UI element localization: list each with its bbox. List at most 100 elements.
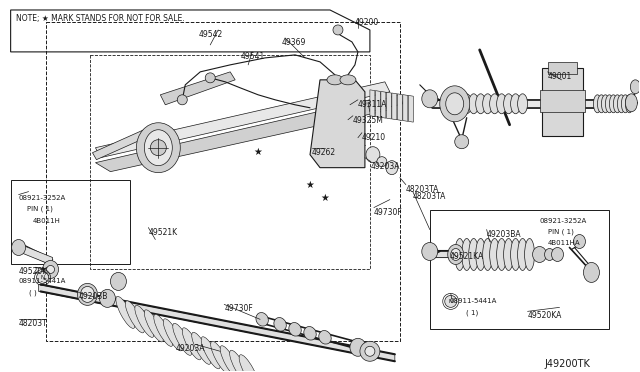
Bar [548, 62, 577, 74]
Ellipse shape [461, 238, 472, 270]
Polygon shape [161, 72, 235, 105]
Ellipse shape [145, 310, 163, 342]
Text: 49203A: 49203A [175, 344, 205, 353]
Ellipse shape [360, 341, 380, 361]
Polygon shape [392, 93, 397, 120]
Ellipse shape [154, 314, 173, 346]
Polygon shape [397, 94, 403, 121]
Ellipse shape [422, 90, 438, 108]
Ellipse shape [377, 157, 387, 167]
Ellipse shape [511, 94, 520, 114]
Ellipse shape [518, 94, 527, 114]
Text: 49325M: 49325M [353, 116, 384, 125]
Ellipse shape [483, 94, 493, 114]
Polygon shape [387, 92, 391, 119]
Ellipse shape [43, 260, 58, 278]
Ellipse shape [490, 238, 500, 270]
Ellipse shape [597, 95, 605, 113]
Text: 49262: 49262 [312, 148, 336, 157]
Ellipse shape [12, 240, 26, 256]
Ellipse shape [327, 75, 343, 85]
Text: 49200: 49200 [355, 18, 379, 27]
Ellipse shape [461, 94, 472, 114]
Bar [432, 251, 534, 257]
Text: 08911-5441A: 08911-5441A [450, 298, 497, 304]
Ellipse shape [504, 94, 514, 114]
Ellipse shape [504, 238, 514, 270]
Text: 49541: 49541 [240, 52, 264, 61]
Ellipse shape [605, 95, 613, 113]
Text: PIN ( 1): PIN ( 1) [548, 228, 573, 235]
Text: ★: ★ [321, 193, 330, 203]
Text: 48203TA: 48203TA [413, 192, 446, 201]
Text: 49311A: 49311A [358, 100, 387, 109]
Text: 4B011HA: 4B011HA [548, 240, 580, 246]
Ellipse shape [448, 244, 464, 264]
Ellipse shape [468, 94, 479, 114]
Ellipse shape [455, 94, 465, 114]
Text: 49369: 49369 [282, 38, 307, 47]
Ellipse shape [116, 296, 135, 328]
Polygon shape [381, 92, 386, 118]
Text: 49210: 49210 [362, 133, 386, 142]
Ellipse shape [125, 301, 145, 333]
Text: 49520K: 49520K [19, 267, 48, 276]
Circle shape [445, 295, 457, 307]
Ellipse shape [593, 95, 602, 113]
Text: 49001: 49001 [548, 72, 572, 81]
Ellipse shape [340, 75, 356, 85]
Ellipse shape [455, 135, 468, 149]
Ellipse shape [274, 318, 286, 331]
Ellipse shape [192, 332, 211, 364]
Ellipse shape [630, 80, 640, 94]
Ellipse shape [77, 283, 97, 305]
Ellipse shape [532, 247, 547, 263]
Ellipse shape [476, 238, 486, 270]
Ellipse shape [613, 95, 621, 113]
Ellipse shape [422, 243, 438, 260]
Polygon shape [95, 82, 390, 158]
Text: ★: ★ [306, 180, 314, 190]
Text: J49200TK: J49200TK [545, 359, 591, 369]
Ellipse shape [239, 355, 258, 372]
Ellipse shape [497, 94, 507, 114]
Ellipse shape [136, 123, 180, 173]
Text: 49521KA: 49521KA [450, 253, 484, 262]
Text: 49730F: 49730F [224, 304, 253, 313]
Ellipse shape [609, 95, 618, 113]
Ellipse shape [511, 238, 520, 270]
Circle shape [150, 140, 166, 155]
Ellipse shape [99, 289, 115, 307]
Polygon shape [310, 80, 365, 168]
Text: PIN ( 1): PIN ( 1) [27, 206, 52, 212]
Ellipse shape [476, 94, 486, 114]
Text: N: N [449, 299, 452, 304]
Polygon shape [403, 94, 408, 121]
Polygon shape [95, 100, 390, 171]
Text: ★: ★ [253, 147, 262, 157]
Ellipse shape [625, 95, 634, 113]
Text: 49203B: 49203B [79, 292, 108, 301]
Bar [430, 209, 609, 329]
Polygon shape [38, 285, 395, 361]
Circle shape [365, 346, 375, 356]
Ellipse shape [111, 272, 126, 291]
Ellipse shape [621, 95, 629, 113]
Ellipse shape [440, 86, 470, 122]
Text: 4B011H: 4B011H [33, 218, 60, 224]
Bar [540, 90, 586, 112]
Ellipse shape [333, 25, 343, 35]
Ellipse shape [625, 94, 637, 112]
Ellipse shape [525, 238, 534, 270]
Text: ( ): ( ) [29, 289, 36, 296]
Text: 08921-3252A: 08921-3252A [540, 218, 587, 224]
Ellipse shape [319, 331, 332, 344]
Bar [541, 68, 584, 136]
Ellipse shape [211, 341, 230, 372]
Ellipse shape [304, 327, 316, 340]
Text: 49203BA: 49203BA [486, 230, 522, 238]
Ellipse shape [618, 95, 625, 113]
Ellipse shape [445, 93, 464, 115]
Polygon shape [376, 91, 380, 117]
Text: 49203A: 49203A [371, 162, 401, 171]
